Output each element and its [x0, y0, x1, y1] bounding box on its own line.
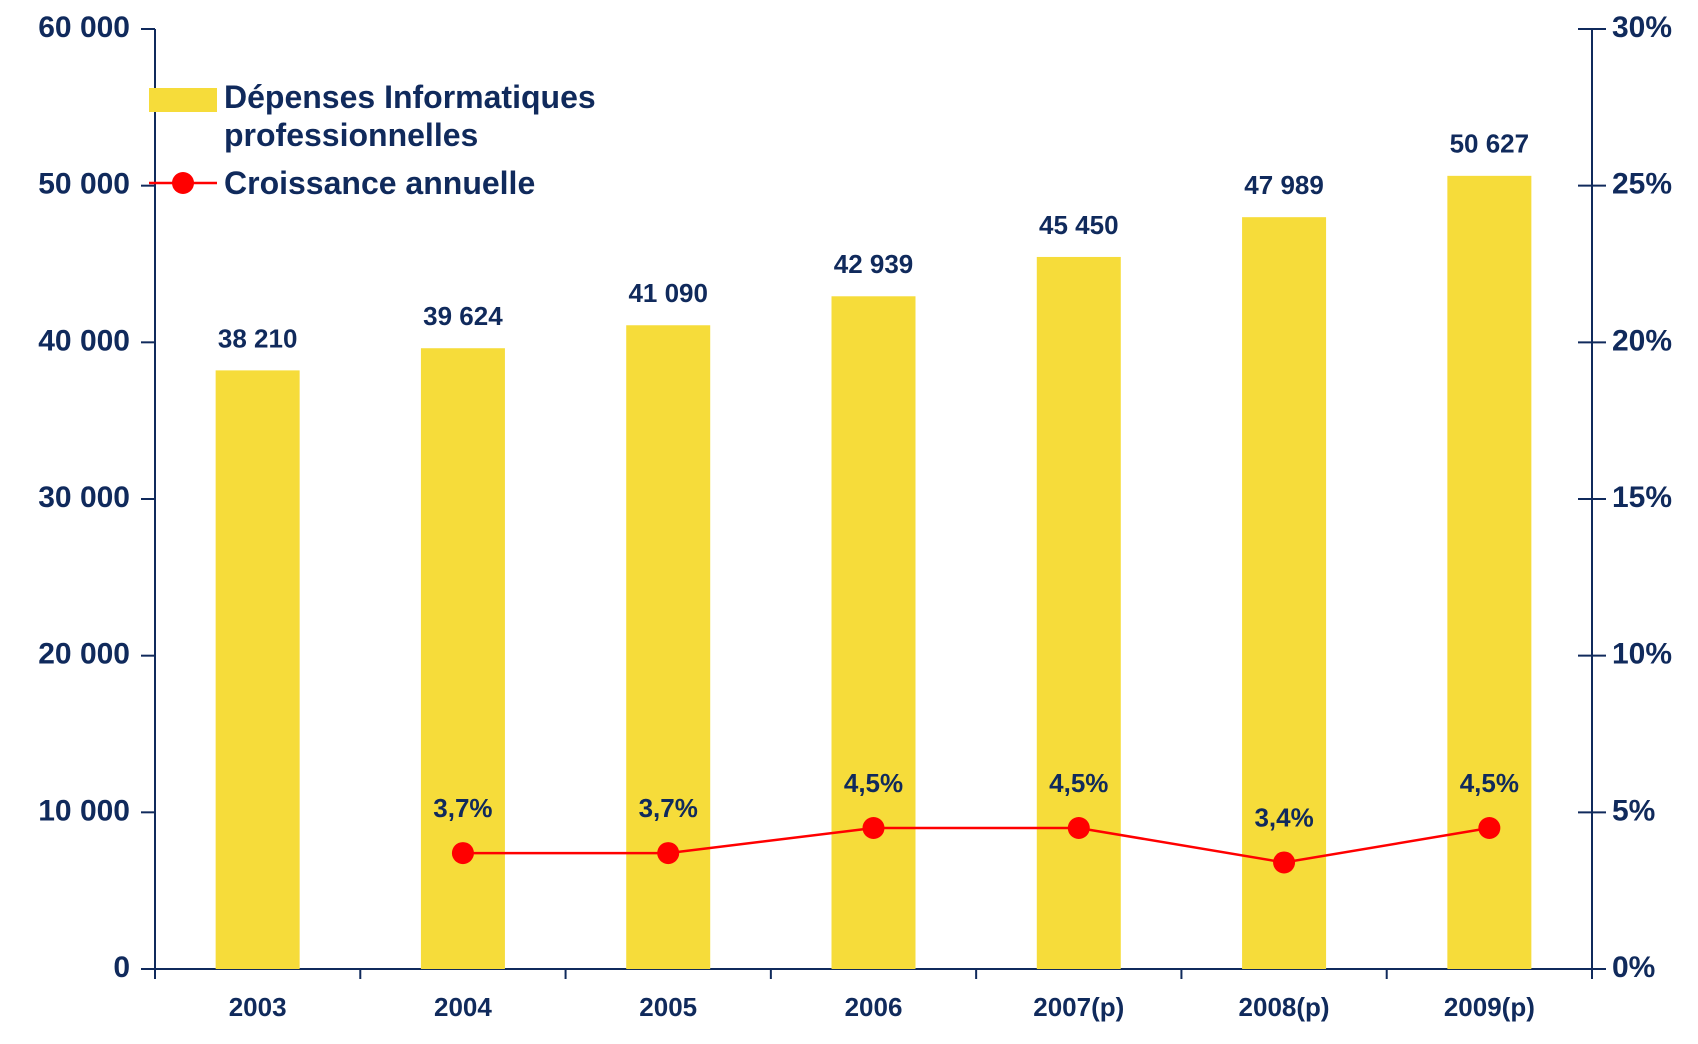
line-value-label: 4,5%: [1460, 768, 1519, 798]
x-tick-label: 2004: [434, 992, 492, 1022]
y2-tick-label: 5%: [1612, 794, 1655, 827]
legend-label: Croissance annuelle: [224, 165, 536, 201]
y2-tick-label: 30%: [1612, 11, 1672, 44]
bar-value-label: 50 627: [1450, 129, 1530, 159]
bar: [1447, 175, 1532, 969]
y2-tick-label: 0%: [1612, 951, 1655, 984]
line-value-label: 3,7%: [639, 793, 698, 823]
y-tick-label: 30 000: [38, 481, 130, 514]
bar: [831, 296, 916, 969]
x-tick-label: 2005: [639, 992, 697, 1022]
line-marker: [862, 817, 885, 839]
x-tick-label: 2008(p): [1239, 992, 1330, 1022]
bar: [420, 348, 505, 969]
line-value-label: 3,7%: [433, 793, 492, 823]
y-tick-label: 10 000: [38, 794, 130, 827]
line-value-label: 4,5%: [1049, 768, 1108, 798]
legend-label: Dépenses Informatiques professionnelles: [224, 79, 596, 153]
line-marker: [1478, 817, 1501, 839]
x-tick-label: 2007(p): [1033, 992, 1124, 1022]
bar: [215, 370, 300, 969]
bar-value-label: 47 989: [1244, 170, 1324, 200]
bar-value-label: 38 210: [218, 323, 298, 353]
bar-value-label: 45 450: [1039, 210, 1119, 240]
bar-value-label: 39 624: [423, 301, 503, 331]
bar-value-label: 41 090: [628, 278, 708, 308]
x-tick-label: 2003: [229, 992, 287, 1022]
y-tick-label: 60 000: [38, 11, 130, 44]
bar: [1242, 217, 1327, 969]
legend-swatch: [149, 88, 217, 112]
y-tick-label: 40 000: [38, 324, 130, 357]
bar: [1036, 256, 1121, 969]
y-tick-label: 50 000: [38, 168, 130, 201]
y2-tick-label: 25%: [1612, 168, 1672, 201]
y-tick-label: 20 000: [38, 638, 130, 671]
line-marker: [1067, 817, 1090, 839]
x-tick-label: 2009(p): [1444, 992, 1535, 1022]
line-marker: [451, 842, 474, 865]
line-marker: [1273, 851, 1296, 874]
line-marker: [657, 842, 680, 865]
line: [462, 826, 1490, 864]
bar: [626, 325, 711, 969]
bar-value-label: 42 939: [834, 249, 914, 279]
line-value-label: 3,4%: [1254, 802, 1313, 832]
y-tick-label: 0: [113, 951, 130, 984]
y2-tick-label: 10%: [1612, 638, 1672, 671]
x-tick-label: 2006: [845, 992, 903, 1022]
line-value-label: 4,5%: [844, 768, 903, 798]
y2-tick-label: 15%: [1612, 481, 1672, 514]
legend-marker: [172, 172, 194, 194]
y2-tick-label: 20%: [1612, 324, 1672, 357]
